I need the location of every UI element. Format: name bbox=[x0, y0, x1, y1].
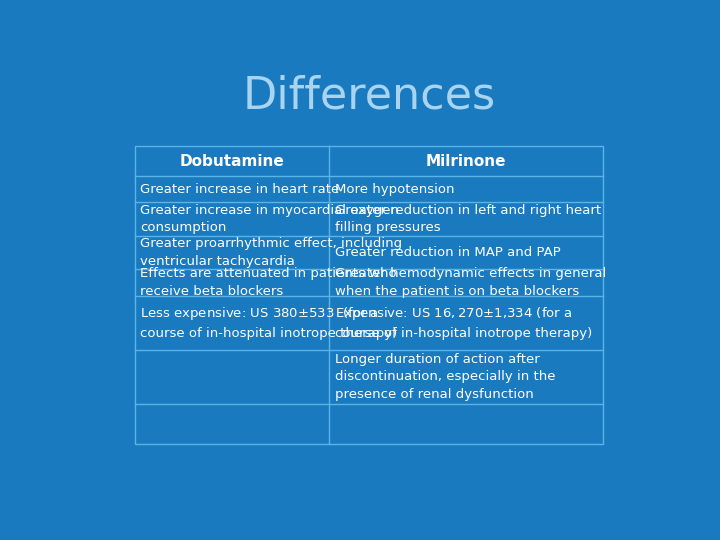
Text: Milrinone: Milrinone bbox=[426, 153, 506, 168]
Text: Differences: Differences bbox=[243, 74, 495, 117]
Text: Effects are attenuated in patients who
receive beta blockers: Effects are attenuated in patients who r… bbox=[140, 267, 397, 298]
Text: Greater reduction in MAP and PAP: Greater reduction in MAP and PAP bbox=[335, 246, 560, 259]
Text: Expensive: US $16,270± $1,334 (for a
course of in-hospital inotrope therapy): Expensive: US $16,270± $1,334 (for a cou… bbox=[335, 306, 592, 340]
Text: Longer duration of action after
discontinuation, especially in the
presence of r: Longer duration of action after disconti… bbox=[335, 353, 555, 401]
Text: More hypotension: More hypotension bbox=[335, 183, 454, 195]
Bar bbox=[135, 146, 603, 444]
Text: Less expensive: US $380± $533  (for a
course of in-hospital inotrope therapy): Less expensive: US $380± $533 (for a cou… bbox=[140, 306, 397, 340]
Text: Greater hemodynamic effects in general
when the patient is on beta blockers: Greater hemodynamic effects in general w… bbox=[335, 267, 606, 298]
Text: Greater increase in myocardial oxygen
consumption: Greater increase in myocardial oxygen co… bbox=[140, 204, 400, 234]
Text: Greater reduction in left and right heart
filling pressures: Greater reduction in left and right hear… bbox=[335, 204, 600, 234]
Text: Dobutamine: Dobutamine bbox=[180, 153, 284, 168]
Text: Greater increase in heart rate: Greater increase in heart rate bbox=[140, 183, 340, 195]
Text: Greater proarrhythmic effect, including
ventricular tachycardia: Greater proarrhythmic effect, including … bbox=[140, 237, 402, 267]
